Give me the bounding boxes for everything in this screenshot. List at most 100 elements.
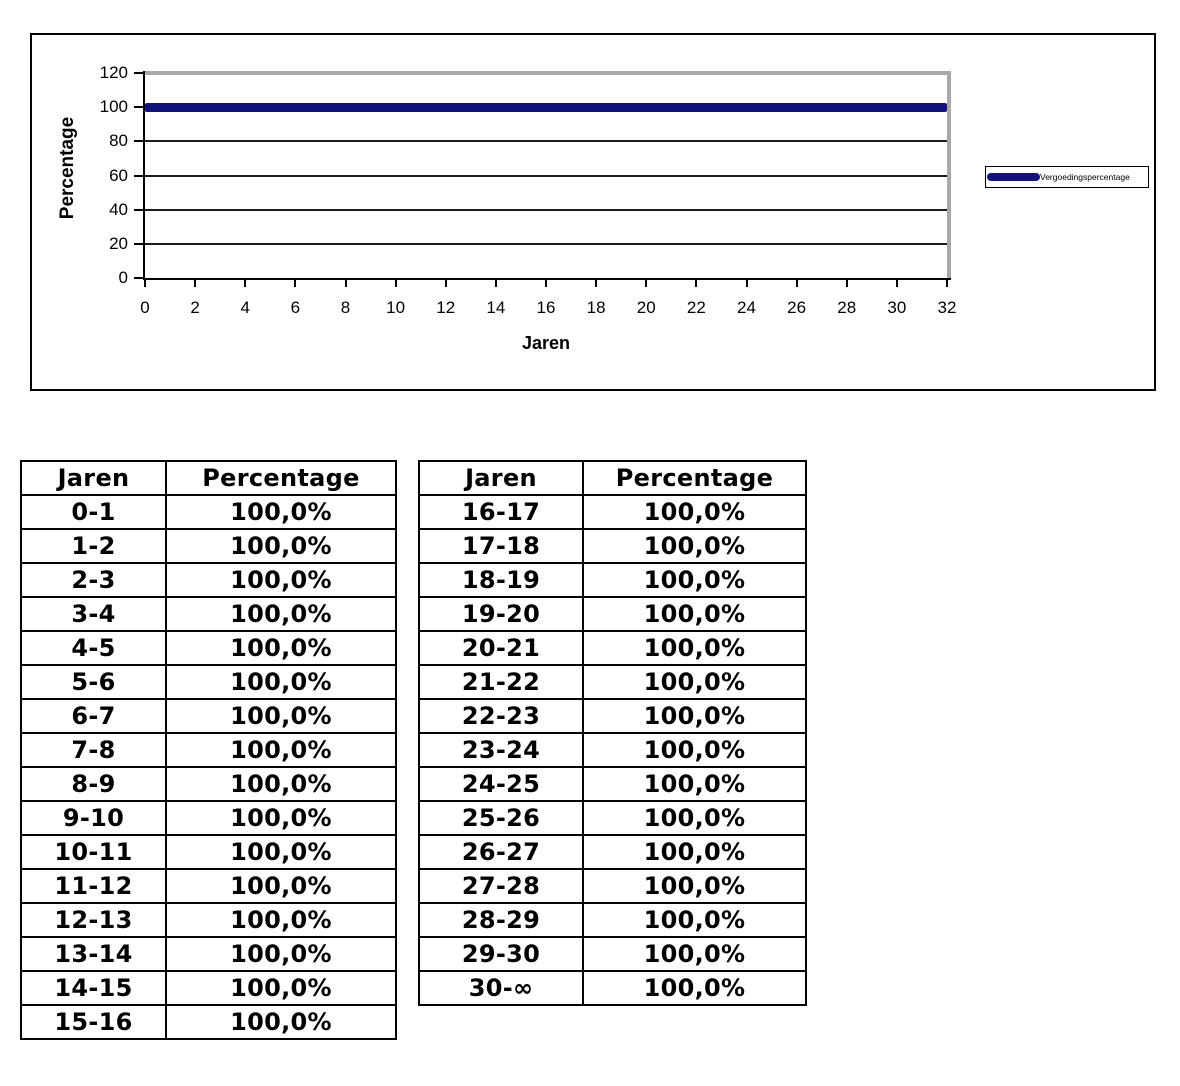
x-tick-mark: [294, 280, 297, 287]
table-cell: 26-27: [418, 834, 584, 870]
table-row: 8-9 100,0%: [20, 766, 397, 802]
x-tick-mark: [344, 280, 347, 287]
x-tick-mark: [845, 280, 848, 287]
table-cell: 100,0%: [165, 766, 397, 802]
table-cell: 13-14: [20, 936, 167, 972]
table-cell: 21-22: [418, 664, 584, 700]
y-tick-label: 80: [109, 131, 128, 151]
column-header-jaren: Jaren: [20, 460, 167, 496]
y-gridline: [145, 140, 947, 143]
y-tick-mark: [134, 242, 145, 245]
table-cell: 100,0%: [165, 664, 397, 700]
table-cell: 100,0%: [582, 834, 807, 870]
table-row: 11-12 100,0%: [20, 868, 397, 904]
table-cell: 4-5: [20, 630, 167, 666]
table-row: 28-29 100,0%: [418, 902, 807, 938]
table-cell: 1-2: [20, 528, 167, 564]
table-cell: 8-9: [20, 766, 167, 802]
table-cell: 19-20: [418, 596, 584, 632]
table-cell: 12-13: [20, 902, 167, 938]
table-row: 3-4 100,0%: [20, 596, 397, 632]
table-row: 14-15 100,0%: [20, 970, 397, 1006]
table-row: 20-21 100,0%: [418, 630, 807, 666]
table-row: 25-26 100,0%: [418, 800, 807, 836]
table-cell: 0-1: [20, 494, 167, 530]
table-cell: 30-∞: [418, 970, 584, 1006]
y-tick-label: 0: [118, 268, 128, 287]
table-cell: 10-11: [20, 834, 167, 870]
y-gridline: [145, 174, 947, 177]
y-gridline: [145, 208, 947, 211]
table-row: 15-16 100,0%: [20, 1004, 397, 1040]
table-row: 7-8 100,0%: [20, 732, 397, 768]
table-cell: 6-7: [20, 698, 167, 734]
y-tick-mark: [134, 106, 145, 109]
table-cell: 100,0%: [582, 698, 807, 734]
x-tick-label: 22: [686, 298, 706, 317]
plot-border-top: [145, 71, 951, 75]
table-cell: 100,0%: [582, 732, 807, 768]
table-cell: 2-3: [20, 562, 167, 598]
table-cell: 27-28: [418, 868, 584, 904]
table-row: 19-20 100,0%: [418, 596, 807, 632]
table-cell: 100,0%: [165, 970, 397, 1006]
x-tick-mark: [895, 280, 898, 287]
table-row: 4-5 100,0%: [20, 630, 397, 666]
table-jaren-right: Jaren Percentage 16-17 100,0% 17-18 100,0% 1…: [418, 460, 807, 1006]
series-line-vergoedingspercentage: [145, 102, 947, 112]
x-tick-mark: [695, 280, 698, 287]
x-tick-mark: [394, 280, 397, 287]
y-tick-label: 20: [109, 233, 128, 253]
table-cell: 100,0%: [582, 902, 807, 938]
x-tick-label: 20: [636, 298, 656, 317]
y-gridline: [145, 242, 947, 245]
table-cell: 15-16: [20, 1004, 167, 1040]
table-cell: 20-21: [418, 630, 584, 666]
table-row: 10-11 100,0%: [20, 834, 397, 870]
x-tick-mark: [194, 280, 197, 287]
x-tick-mark: [745, 280, 748, 287]
table-cell: 29-30: [418, 936, 584, 972]
column-header-percentage: Percentage: [582, 460, 807, 496]
table-row: 29-30 100,0%: [418, 936, 807, 972]
x-axis-title: Jaren: [521, 333, 571, 353]
x-tick-mark: [645, 280, 648, 287]
table-row: 30-∞ 100,0%: [418, 970, 807, 1006]
x-axis-line: [143, 278, 951, 280]
table-cell: 100,0%: [582, 596, 807, 632]
x-tick-label: 2: [190, 298, 200, 317]
table-cell: 100,0%: [165, 528, 397, 564]
table-cell: 28-29: [418, 902, 584, 938]
table-cell: 100,0%: [582, 868, 807, 904]
table-row: 6-7 100,0%: [20, 698, 397, 734]
table-row: 26-27 100,0%: [418, 834, 807, 870]
table-cell: 100,0%: [582, 766, 807, 802]
table-row: 18-19 100,0%: [418, 562, 807, 598]
y-tick-mark: [134, 208, 145, 211]
table-row: 23-24 100,0%: [418, 732, 807, 768]
table-cell: 100,0%: [582, 800, 807, 836]
table-row: 13-14 100,0%: [20, 936, 397, 972]
table-cell: 9-10: [20, 800, 167, 836]
y-tick-mark: [134, 72, 145, 74]
y-tick-mark: [134, 174, 145, 177]
table-row: 1-2 100,0%: [20, 528, 397, 564]
table-cell: 100,0%: [165, 494, 397, 530]
y-tick-label: 120: [99, 63, 128, 82]
table-cell: 100,0%: [165, 834, 397, 870]
x-tick-label: 24: [737, 298, 756, 317]
table-row: 24-25 100,0%: [418, 766, 807, 802]
x-tick-label: 16: [536, 298, 556, 317]
table-cell: 100,0%: [165, 698, 397, 734]
table-row: 16-17 100,0%: [418, 494, 807, 530]
table-row: 5-6 100,0%: [20, 664, 397, 700]
table-cell: 100,0%: [582, 664, 807, 700]
x-tick-mark: [595, 280, 598, 287]
x-tick-mark: [795, 280, 798, 287]
y-tick-mark: [134, 140, 145, 143]
table-cell: 16-17: [418, 494, 584, 530]
table-header-row: Jaren Percentage: [418, 460, 807, 496]
table-row: 22-23 100,0%: [418, 698, 807, 734]
legend-key-line: [987, 173, 1040, 181]
